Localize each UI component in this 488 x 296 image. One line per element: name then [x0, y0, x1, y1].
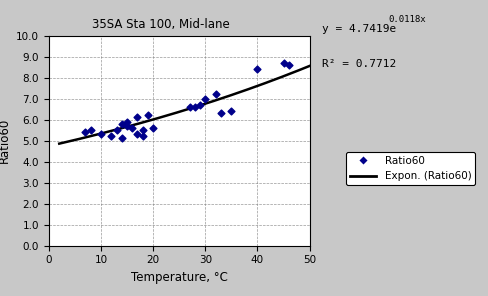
Point: [144, 113, 152, 118]
Point: [227, 109, 235, 114]
X-axis label: Temperature, °C: Temperature, °C: [131, 271, 228, 284]
Point: [149, 126, 157, 130]
Point: [134, 132, 142, 137]
Point: [113, 128, 121, 132]
Text: 35SA Sta 100, Mid-lane: 35SA Sta 100, Mid-lane: [92, 18, 230, 31]
Point: [196, 102, 204, 107]
Point: [87, 128, 95, 132]
Point: [128, 126, 136, 130]
Point: [81, 130, 89, 135]
Text: y = 4.7419e: y = 4.7419e: [322, 24, 396, 34]
Point: [254, 67, 262, 72]
Point: [118, 121, 126, 126]
Point: [202, 96, 209, 101]
Y-axis label: Ratio60: Ratio60: [0, 118, 11, 163]
Point: [217, 111, 225, 116]
Point: [285, 62, 293, 67]
Point: [134, 115, 142, 120]
Point: [280, 60, 287, 65]
Point: [123, 123, 131, 128]
Text: 0.0118x: 0.0118x: [388, 15, 426, 24]
Point: [123, 119, 131, 124]
Legend: Ratio60, Expon. (Ratio60): Ratio60, Expon. (Ratio60): [346, 152, 475, 186]
Point: [191, 104, 199, 109]
Point: [97, 132, 105, 137]
Point: [107, 134, 115, 139]
Point: [118, 136, 126, 141]
Point: [186, 104, 194, 109]
Point: [139, 128, 146, 132]
Point: [139, 134, 146, 139]
Point: [212, 92, 220, 97]
Text: R² = 0.7712: R² = 0.7712: [322, 59, 396, 69]
